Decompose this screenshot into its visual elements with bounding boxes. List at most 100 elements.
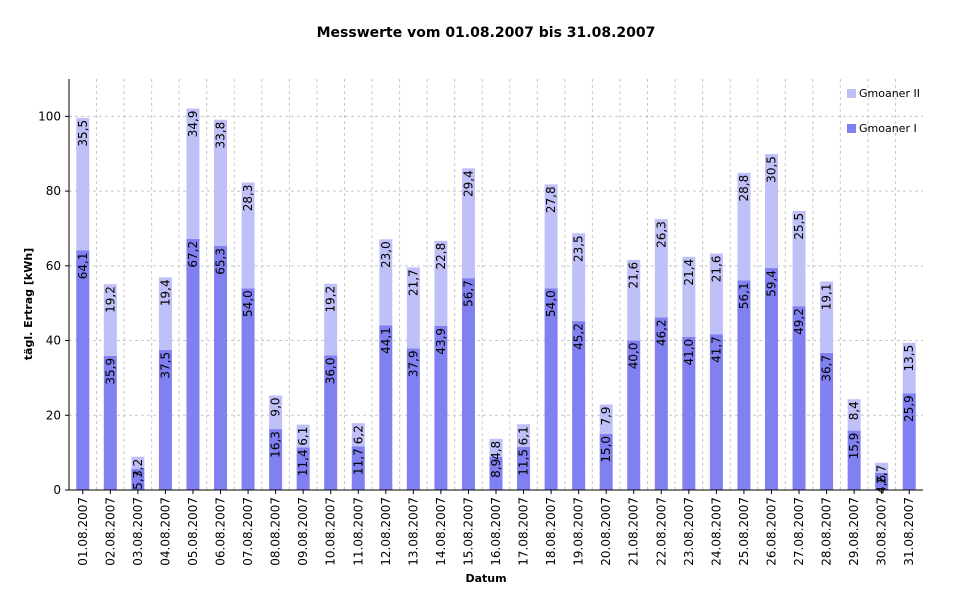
data-label-gmoaner-1: 46,2 <box>654 319 668 346</box>
x-tick-label: 28.08.2007 <box>820 497 834 566</box>
bar-gmoaner-1 <box>406 348 420 490</box>
y-axis-title: tägl. Ertrag [kWh] <box>22 248 35 360</box>
bar-gmoaner-2 <box>902 342 916 394</box>
x-tick-label: 19.08.2007 <box>572 497 586 566</box>
data-label-gmoaner-2: 6,1 <box>296 427 310 446</box>
data-label-gmoaner-2: 19,1 <box>820 284 834 311</box>
legend-swatch <box>847 124 856 133</box>
bar-gmoaner-1 <box>764 268 778 490</box>
x-tick-label: 16.08.2007 <box>489 497 503 566</box>
data-label-gmoaner-2: 26,3 <box>654 221 668 248</box>
data-label-gmoaner-1: 41,0 <box>682 339 696 366</box>
x-tick-label: 10.08.2007 <box>324 497 338 566</box>
bar-gmoaner-2 <box>379 239 393 326</box>
data-label-gmoaner-2: 23,0 <box>379 241 393 268</box>
x-tick-label: 25.08.2007 <box>737 497 751 566</box>
x-tick-label: 05.08.2007 <box>186 497 200 566</box>
data-label-gmoaner-2: 21,4 <box>682 259 696 286</box>
data-label-gmoaner-2: 6,2 <box>351 425 365 444</box>
y-tick-label: 0 <box>53 483 61 497</box>
data-label-gmoaner-2: 13,5 <box>902 345 916 372</box>
bar-gmoaner-1 <box>627 340 641 490</box>
bar-gmoaner-2 <box>296 424 310 448</box>
data-label-gmoaner-2: 19,2 <box>103 286 117 313</box>
x-tick-label: 07.08.2007 <box>241 497 255 566</box>
data-label-gmoaner-2: 9,0 <box>269 397 283 416</box>
bar-gmoaner-1 <box>544 288 558 490</box>
data-label-gmoaner-2: 3,2 <box>131 459 145 478</box>
data-label-gmoaner-1: 65,3 <box>214 248 228 275</box>
data-label-gmoaner-2: 28,8 <box>737 175 751 202</box>
bar-gmoaner-2 <box>792 210 806 307</box>
grid-lines <box>69 79 923 490</box>
bar-gmoaner-1 <box>103 355 117 490</box>
x-tick-label: 29.08.2007 <box>847 497 861 566</box>
bar-gmoaner-1 <box>820 352 834 490</box>
bar-gmoaner-1 <box>572 321 586 490</box>
bar-gmoaner-2 <box>654 219 668 318</box>
bar-gmoaner-2 <box>599 404 613 434</box>
data-label-gmoaner-1: 8,9 <box>489 459 503 478</box>
bar-gmoaner-1 <box>489 456 503 490</box>
data-label-gmoaner-1: 49,2 <box>792 308 806 335</box>
data-label-gmoaner-1: 5,7 <box>131 471 145 490</box>
bar-gmoaner-1 <box>241 288 255 490</box>
bar-gmoaner-2 <box>764 154 778 269</box>
data-label-gmoaner-1: 36,0 <box>324 357 338 384</box>
bar-gmoaner-1 <box>214 246 228 490</box>
data-label-gmoaner-2: 6,1 <box>517 426 531 445</box>
data-label-gmoaner-1: 45,2 <box>572 323 586 350</box>
x-tick-label: 31.08.2007 <box>902 497 916 566</box>
bar-gmoaner-1 <box>599 433 613 490</box>
x-tick-label: 13.08.2007 <box>406 497 420 566</box>
bar-gmoaner-2 <box>76 117 90 251</box>
data-label-gmoaner-2: 8,4 <box>847 401 861 420</box>
bar-gmoaner-1 <box>709 334 723 490</box>
bar-gmoaner-2 <box>186 108 200 239</box>
data-label-gmoaner-2: 2,7 <box>875 465 889 484</box>
bar-gmoaner-1 <box>76 250 90 490</box>
bar-gmoaner-2 <box>847 399 861 431</box>
axes: 0 20 40 60 80 100 01.08.2007 02.08.2007 03.08.20… <box>38 79 923 566</box>
bar-gmoaner-2 <box>489 438 503 457</box>
data-label-gmoaner-2: 7,9 <box>599 406 613 425</box>
data-label-gmoaner-1: 41,7 <box>709 336 723 363</box>
data-label-gmoaner-2: 23,5 <box>572 235 586 262</box>
y-tick-label: 20 <box>46 408 61 422</box>
bar-gmoaner-2 <box>875 462 889 473</box>
bar-gmoaner-1 <box>875 472 889 490</box>
data-label-gmoaner-2: 28,3 <box>241 184 255 211</box>
bar-gmoaner-2 <box>682 256 696 337</box>
data-label-gmoaner-2: 33,8 <box>214 122 228 149</box>
data-label-gmoaner-2: 21,6 <box>627 262 641 289</box>
bar-gmoaner-1 <box>847 430 861 490</box>
bar-gmoaner-2 <box>241 182 255 289</box>
legend-label: Gmoaner II <box>859 87 920 100</box>
data-label-gmoaner-1: 56,1 <box>737 282 751 309</box>
x-tick-label: 02.08.2007 <box>103 497 117 566</box>
bar-gmoaner-2 <box>709 253 723 335</box>
data-label-gmoaner-1: 11,7 <box>351 448 365 475</box>
bar-gmoaner-2 <box>461 168 475 279</box>
bar-gmoaner-2 <box>103 284 117 356</box>
legend-label: Gmoaner I <box>859 122 917 135</box>
bar-gmoaner-1 <box>737 280 751 490</box>
x-tick-label: 17.08.2007 <box>517 497 531 566</box>
x-tick-label: 04.08.2007 <box>158 497 172 566</box>
bar-gmoaner-1 <box>379 325 393 490</box>
data-label-gmoaner-2: 4,8 <box>489 441 503 460</box>
bar-gmoaner-2 <box>737 172 751 281</box>
bar-gmoaner-1 <box>158 349 172 490</box>
y-tick-label: 100 <box>38 109 61 123</box>
data-label-gmoaner-1: 15,0 <box>599 436 613 463</box>
x-tick-label: 26.08.2007 <box>764 497 778 566</box>
bar-gmoaner-2 <box>158 277 172 350</box>
legend-swatch <box>847 89 856 98</box>
data-label-gmoaner-1: 67,2 <box>186 241 200 268</box>
data-label-gmoaner-1: 4,6 <box>875 475 889 494</box>
bar-gmoaner-1 <box>131 468 145 490</box>
data-label-gmoaner-2: 21,6 <box>709 255 723 282</box>
data-label-gmoaner-2: 34,9 <box>186 111 200 138</box>
x-tick-label: 30.08.2007 <box>875 497 889 566</box>
